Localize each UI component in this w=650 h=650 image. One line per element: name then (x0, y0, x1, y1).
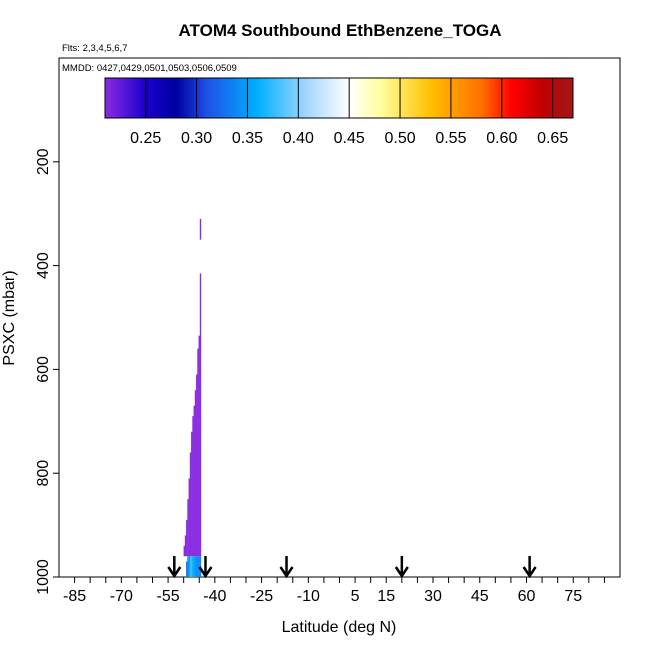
colorbar-tick-label: 0.60 (486, 130, 517, 147)
data-cell (187, 499, 189, 557)
data-cell (196, 556, 198, 577)
x-axis-label: Latitude (deg N) (282, 619, 397, 636)
data-cell (189, 556, 192, 577)
colorbar-frame (104, 77, 574, 119)
y-tick-label: 400 (35, 252, 52, 279)
flights-label: Flts: 2,3,4,5,6,7 (62, 43, 127, 54)
flight-arrows (167, 556, 537, 579)
flight-arrow (522, 556, 537, 579)
data-cell (192, 416, 194, 557)
data-cell (197, 348, 199, 557)
flight-arrow (198, 556, 213, 579)
y-axis: 200 400 600 800 1000 (35, 148, 59, 595)
x-tick-label: 75 (564, 588, 582, 605)
chart-title: ATOM4 Southbound EthBenzene_TOGA (179, 21, 502, 40)
colorbar-tick-label: 0.25 (130, 130, 161, 147)
colorbar-tick-label: 0.35 (232, 130, 263, 147)
y-axis-label: PSXC (mbar) (1, 270, 18, 365)
x-tick-label: 15 (377, 588, 395, 605)
data-cell (191, 556, 193, 577)
data-cell (187, 556, 189, 577)
data-cell (193, 556, 195, 577)
flight-arrow (167, 556, 182, 579)
colorbar-tick-label: 0.40 (283, 130, 314, 147)
data-cell (188, 556, 190, 577)
data-cell (186, 561, 188, 577)
data-cell (186, 519, 188, 557)
x-tick-label: -70 (110, 588, 133, 605)
data-cell (189, 452, 192, 557)
flight-arrow (394, 556, 409, 579)
colorbar-tick-label: 0.50 (384, 130, 415, 147)
x-tick-label: -85 (63, 588, 86, 605)
data-cell (198, 556, 200, 577)
x-tick-label: 30 (424, 588, 442, 605)
colorbar-tick-labels: 0.25 0.30 0.35 0.40 0.45 0.50 0.55 0.60 0.65 (130, 130, 568, 147)
data-cell (198, 335, 200, 557)
x-tick-label: -55 (157, 588, 180, 605)
x-tick-label: -25 (250, 588, 273, 605)
y-tick-label: 1000 (35, 559, 52, 595)
data-cell (188, 478, 190, 557)
colorbar: 0.25 0.30 0.35 0.40 0.45 0.50 0.55 0.60 0.65 (104, 77, 574, 147)
x-tick-label: 45 (471, 588, 489, 605)
colorbar-fill (105, 78, 573, 118)
data-cell (194, 390, 197, 557)
data-cell (183, 545, 185, 557)
data-cells (183, 218, 202, 577)
data-cell (199, 273, 202, 557)
data-cell (199, 218, 202, 240)
colorbar-divisions (145, 78, 554, 118)
y-tick-label: 600 (35, 356, 52, 383)
data-cell (192, 556, 194, 577)
colorbar-tick-label: 0.65 (537, 130, 568, 147)
x-tick-label: 5 (351, 588, 360, 605)
x-tick-label: 60 (518, 588, 536, 605)
colorbar-tick-label: 0.30 (181, 130, 212, 147)
flight-arrow (279, 556, 294, 579)
data-cell (193, 405, 195, 557)
data-cell (196, 374, 198, 557)
x-tick-label: -40 (203, 588, 226, 605)
x-tick-label: -10 (297, 588, 320, 605)
data-cell (191, 431, 193, 557)
y-tick-label: 800 (35, 460, 52, 487)
x-axis: -85 -70 -55 -40 -25 -10 5 15 30 45 60 75 (63, 577, 605, 605)
data-cell (194, 556, 197, 577)
data-cell (197, 556, 199, 577)
dates-label: MMDD: 0427,0429,0501,0503,0506,0509 (62, 63, 237, 74)
colorbar-tick-label: 0.45 (334, 130, 365, 147)
data-cell (184, 535, 187, 557)
y-tick-label: 200 (35, 148, 52, 175)
colorbar-tick-label: 0.55 (435, 130, 466, 147)
